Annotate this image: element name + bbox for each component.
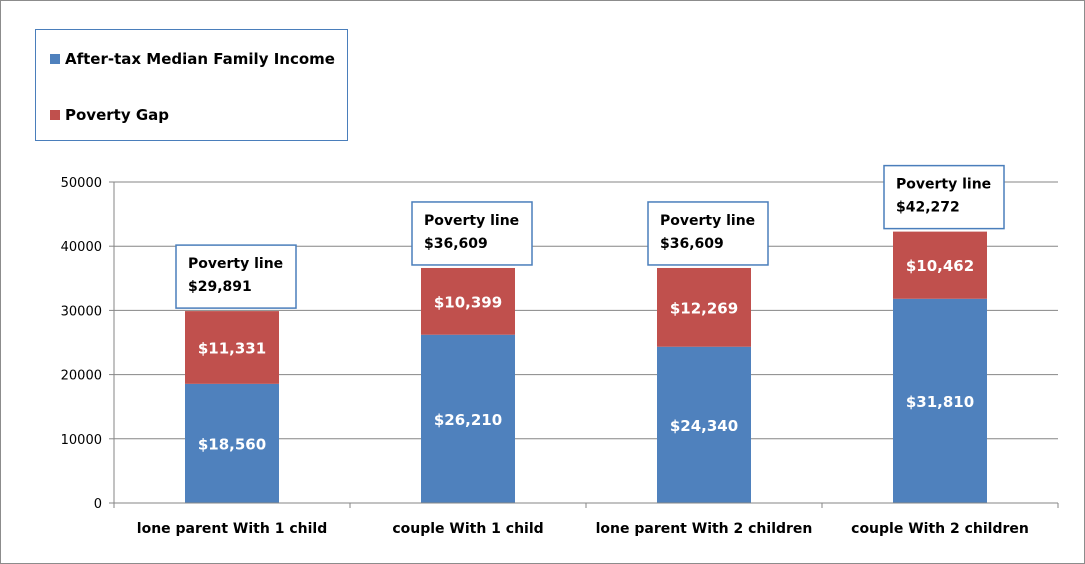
y-tick-label-40000: 40000	[61, 240, 102, 255]
bar-income-1	[421, 334, 515, 503]
poverty-line-value-2: $36,609	[660, 236, 724, 252]
data-label-income-0: $18,560	[198, 435, 266, 453]
legend-swatch-gap	[50, 110, 60, 120]
poverty-line-title-0: Poverty line	[188, 256, 283, 272]
poverty-line-value-0: $29,891	[188, 279, 252, 295]
y-tick-label-30000: 30000	[61, 304, 102, 319]
poverty-line-title-2: Poverty line	[660, 213, 755, 229]
bar-gap-0	[185, 311, 279, 384]
legend-item-income: After-tax Median Family Income	[50, 50, 335, 68]
poverty-line-callout-3	[883, 164, 1005, 230]
legend-item-gap: Poverty Gap	[50, 106, 169, 124]
legend-label-income: After-tax Median Family Income	[65, 50, 335, 68]
legend-label-gap: Poverty Gap	[65, 106, 169, 124]
y-tick-label-50000: 50000	[61, 176, 102, 191]
legend: After-tax Median Family Income Poverty G…	[35, 29, 348, 141]
poverty-line-title-3: Poverty line	[896, 177, 991, 193]
data-label-gap-0: $11,331	[198, 339, 266, 357]
bar-income-3	[893, 298, 987, 503]
bar-gap-3	[893, 231, 987, 299]
y-tick-label-20000: 20000	[61, 369, 102, 384]
bar-income-2	[657, 346, 751, 503]
poverty-line-value-1: $36,609	[424, 236, 488, 252]
data-label-income-3: $31,810	[906, 393, 974, 411]
legend-swatch-income	[50, 54, 60, 64]
poverty-line-callout-0	[175, 244, 297, 309]
bar-gap-2	[657, 267, 751, 347]
bar-income-0	[185, 383, 279, 503]
data-label-income-2: $24,340	[670, 417, 738, 435]
y-tick-label-0: 0	[94, 497, 102, 512]
data-label-gap-2: $12,269	[670, 299, 738, 317]
x-category-label-2: lone parent With 2 children	[596, 521, 813, 537]
data-label-gap-1: $10,399	[434, 293, 502, 311]
x-category-label-3: couple With 2 children	[851, 521, 1029, 537]
x-category-label-0: lone parent With 1 child	[137, 521, 327, 537]
poverty-line-value-3: $42,272	[896, 200, 960, 216]
y-tick-label-10000: 10000	[61, 433, 102, 448]
bar-gap-1	[421, 267, 515, 335]
x-category-label-1: couple With 1 child	[392, 521, 543, 537]
poverty-line-callout-2	[647, 201, 769, 266]
poverty-line-title-1: Poverty line	[424, 213, 519, 229]
data-label-income-1: $26,210	[434, 411, 502, 429]
data-label-gap-3: $10,462	[906, 257, 974, 275]
poverty-line-callout-1	[411, 201, 533, 266]
